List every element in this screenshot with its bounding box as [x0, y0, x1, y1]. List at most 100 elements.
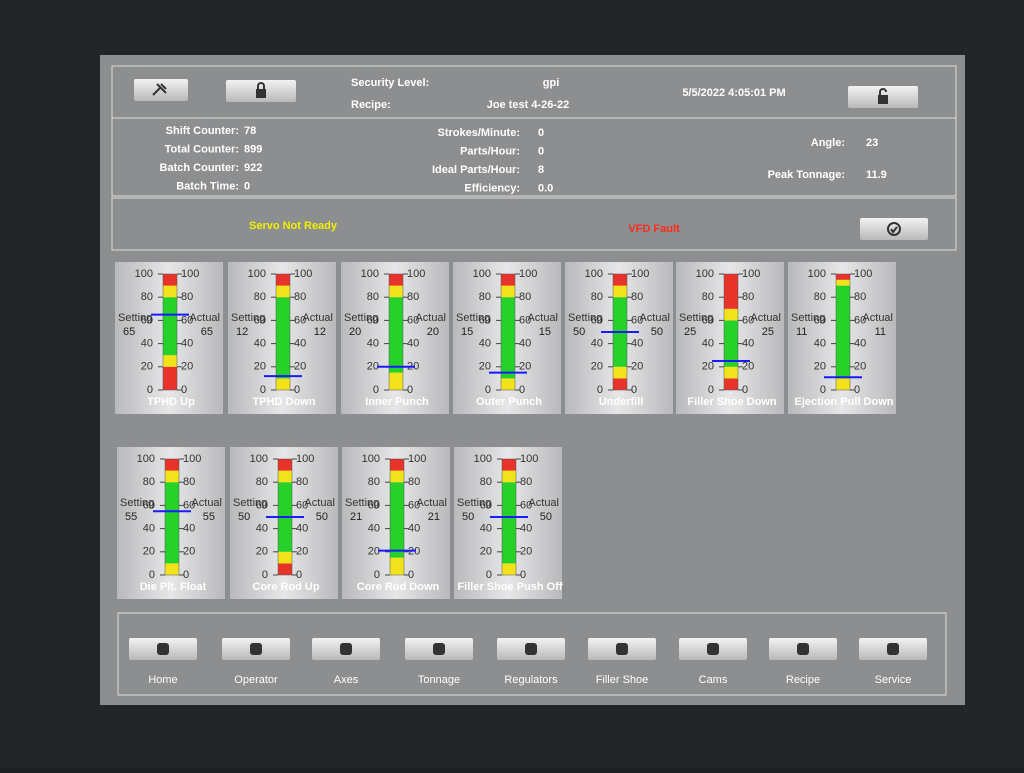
gauge-band: [502, 563, 516, 575]
tick-label: 20: [181, 361, 193, 373]
metric-value: 23: [866, 137, 878, 149]
gauge-name: Filler Shoe Down: [687, 396, 777, 408]
setting-label: Setting: [231, 312, 265, 324]
gauge-band: [165, 482, 179, 564]
gauge-band: [165, 563, 179, 575]
tick-label: 80: [181, 291, 193, 303]
counter-value: 0: [538, 145, 544, 157]
nav-icon: [525, 643, 537, 655]
tick-label: 100: [135, 268, 153, 280]
setting-value: 15: [461, 326, 473, 338]
tick-label: 0: [294, 384, 300, 396]
setting-label: Setting: [457, 497, 491, 509]
counter-label: Total Counter:: [165, 143, 239, 155]
setting-label: Setting: [568, 312, 602, 324]
actual-label: Actual: [416, 497, 447, 509]
tick-label: 80: [141, 291, 153, 303]
tick-label: 20: [296, 546, 308, 558]
gauge-band: [163, 297, 177, 356]
gauge-band: [836, 378, 850, 390]
nav-icon: [157, 643, 169, 655]
tick-label: 20: [742, 361, 754, 373]
gauge-band: [278, 459, 292, 471]
tick-label: 60: [256, 499, 268, 511]
counter-label: Efficiency:: [464, 182, 520, 194]
gauge-band: [389, 372, 403, 390]
tick-label: 100: [183, 453, 201, 465]
gauge-frame: [500, 273, 516, 391]
gauge-band: [389, 285, 403, 298]
actual-label: Actual: [302, 312, 333, 324]
tick-label: 80: [742, 291, 754, 303]
gauge-band: [165, 470, 179, 483]
counter-label: Strokes/Minute:: [437, 127, 520, 139]
nav-label: Operator: [234, 674, 278, 686]
gauge-name: Underfill: [599, 396, 644, 408]
setting-label: Setting: [791, 312, 825, 324]
nav-label: Tonnage: [418, 674, 460, 686]
gauge-band: [501, 297, 515, 379]
tick-label: 40: [368, 523, 380, 535]
check-icon: [890, 226, 898, 234]
acknowledge-button[interactable]: [860, 218, 928, 240]
gauge-name: Filler Shoe Push Off: [457, 581, 562, 593]
vfd-status: VFD Fault: [628, 223, 680, 235]
tick-label: 80: [183, 476, 195, 488]
gauge-band: [836, 274, 850, 280]
counter-label: Shift Counter:: [166, 125, 239, 137]
tick-label: 0: [147, 384, 153, 396]
tick-label: 20: [183, 546, 195, 558]
setting-value: 21: [350, 511, 362, 523]
pin-button[interactable]: [134, 79, 188, 101]
gauge-frame: [388, 273, 404, 391]
datetime: 5/5/2022 4:05:01 PM: [682, 87, 785, 99]
setting-value: 50: [238, 511, 250, 523]
gauge-name: Die Plt. Float: [140, 581, 207, 593]
tick-label: 100: [137, 453, 155, 465]
tick-label: 100: [296, 453, 314, 465]
gauge-band: [163, 285, 177, 298]
tick-label: 60: [183, 499, 195, 511]
nav-label: Regulators: [504, 674, 558, 686]
setting-value: 11: [796, 326, 807, 338]
gauge-band: [389, 297, 403, 373]
actual-label: Actual: [189, 312, 220, 324]
setting-value: 50: [462, 511, 474, 523]
gauge-band: [278, 551, 292, 564]
tick-label: 0: [708, 384, 714, 396]
gauge-band: [836, 279, 850, 286]
tick-label: 40: [143, 523, 155, 535]
tick-label: 60: [591, 314, 603, 326]
nav-icon: [887, 643, 899, 655]
recipe-value: Joe test 4-26-22: [487, 99, 570, 111]
tick-label: 100: [631, 268, 649, 280]
counter-value: 922: [244, 162, 262, 174]
tick-label: 40: [141, 338, 153, 350]
actual-label: Actual: [639, 312, 670, 324]
security-value: gpi: [543, 77, 560, 89]
metric-value: 11.9: [866, 169, 887, 181]
gauge-name: Outer Punch: [476, 396, 542, 408]
nav-icon: [433, 643, 445, 655]
nav-label: Service: [875, 674, 912, 686]
tick-label: 80: [480, 476, 492, 488]
actual-value: 50: [651, 326, 663, 338]
tick-label: 100: [742, 268, 760, 280]
tick-label: 100: [854, 268, 872, 280]
gauge-band: [276, 285, 290, 298]
gauge-band: [390, 459, 404, 471]
tick-label: 80: [408, 476, 420, 488]
tick-label: 60: [367, 314, 379, 326]
tick-label: 100: [408, 453, 426, 465]
tick-label: 0: [374, 569, 380, 581]
tick-label: 40: [296, 523, 308, 535]
gauge-band: [724, 366, 738, 379]
tick-label: 40: [591, 338, 603, 350]
gauge-band: [502, 482, 516, 564]
tick-label: 100: [407, 268, 425, 280]
metric-label: Angle:: [811, 137, 845, 149]
actual-value: 65: [201, 326, 213, 338]
tick-label: 20: [814, 361, 826, 373]
tick-label: 40: [814, 338, 826, 350]
